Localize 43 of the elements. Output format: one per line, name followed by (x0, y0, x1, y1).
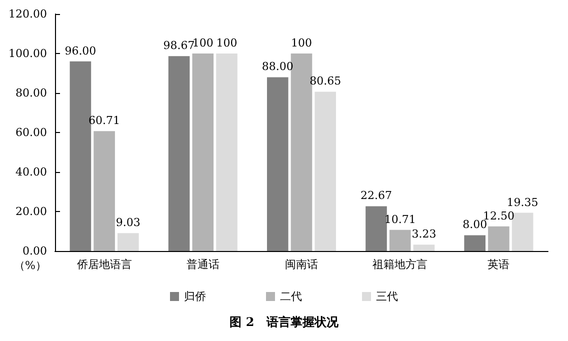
legend-label: 二代 (280, 290, 302, 303)
x-tick-label: 祖籍地方言 (372, 258, 428, 271)
y-tick-label: 20.00 (16, 205, 47, 218)
bar (266, 77, 288, 251)
bar (118, 233, 139, 251)
bar (488, 226, 510, 251)
data-label: 8.00 (462, 218, 488, 232)
data-label: 88.00 (262, 60, 294, 74)
bar (192, 54, 214, 251)
legend-label: 三代 (376, 290, 398, 303)
legend-label: 归侨 (184, 290, 206, 303)
y-axis-title: （%） (14, 259, 46, 272)
bar (366, 206, 387, 251)
data-label: 22.67 (360, 189, 392, 202)
bar (314, 92, 336, 251)
y-tick-label: 80.00 (16, 86, 47, 100)
y-tick-label: 40.00 (16, 166, 47, 178)
data-label: 100 (192, 36, 214, 50)
x-tick-label: 英语 (488, 258, 510, 271)
data-label: 19.35 (506, 196, 538, 209)
data-label: 9.03 (116, 216, 140, 230)
data-label: 3.23 (412, 228, 436, 241)
bar (94, 131, 115, 251)
data-label: 100 (216, 36, 238, 50)
x-tick-label: 侨居地语言 (76, 258, 132, 271)
bar (389, 230, 411, 251)
data-label: 100 (291, 36, 312, 50)
data-label: 98.67 (163, 39, 195, 52)
bar (168, 56, 190, 251)
y-tick-label: 0.00 (22, 244, 47, 258)
data-label: 96.00 (64, 44, 96, 58)
text: 图 2 语言掌握状况 (230, 315, 340, 329)
bar (216, 54, 238, 251)
x-tick-label: 闽南话 (285, 258, 318, 271)
data-label: 10.71 (384, 212, 416, 226)
y-tick-label: 60.00 (16, 126, 47, 139)
data-label: 60.71 (88, 114, 120, 128)
y-tick-label: 120.00 (8, 8, 47, 20)
bar (464, 235, 486, 251)
bar (413, 244, 435, 251)
data-label: 80.65 (310, 74, 342, 88)
x-tick-label: 普通话 (186, 258, 220, 271)
y-tick-label: 100.00 (8, 47, 47, 60)
